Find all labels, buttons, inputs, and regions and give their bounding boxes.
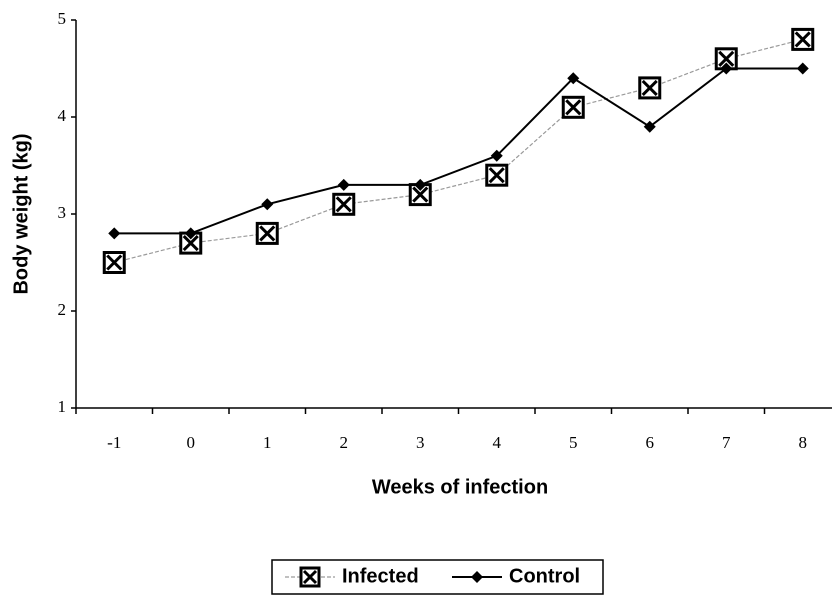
control-marker [643, 120, 656, 133]
x-tick-label: 6 [646, 433, 655, 452]
y-axis-label: Body weight (kg) [10, 133, 32, 294]
control-marker [261, 198, 274, 211]
legend-label: Control [509, 565, 580, 587]
x-tick-label: 0 [187, 433, 196, 452]
y-tick-label: 2 [58, 300, 67, 319]
x-tick-label: 3 [416, 433, 425, 452]
y-tick-label: 1 [58, 397, 67, 416]
x-tick-label: -1 [107, 433, 121, 452]
marker-x [182, 235, 199, 252]
marker-x [335, 196, 352, 213]
infected-marker [485, 163, 509, 187]
marker-x [259, 225, 276, 242]
control-marker [567, 72, 580, 85]
marker-x [565, 99, 582, 116]
x-tick-label: 5 [569, 433, 578, 452]
x-tick-label: 8 [799, 433, 808, 452]
infected-marker [255, 221, 279, 245]
y-tick-label: 4 [58, 106, 67, 125]
infected-marker [638, 76, 662, 100]
x-tick-label: 1 [263, 433, 272, 452]
marker-x [412, 186, 429, 203]
x-tick-label: 7 [722, 433, 731, 452]
marker-x [488, 167, 505, 184]
marker-x [718, 50, 735, 67]
control-marker [184, 227, 197, 240]
legend-label: Infected [342, 565, 419, 587]
series-line [114, 38, 803, 264]
infected-marker [102, 251, 126, 274]
x-axis-label: Weeks of infection [372, 476, 548, 498]
x-tick-label: 4 [493, 433, 502, 452]
control-marker [337, 178, 350, 191]
infected-marker [332, 192, 356, 216]
marker-x [641, 79, 658, 96]
legend-marker [299, 566, 321, 588]
y-tick-label: 5 [58, 9, 67, 28]
infected-marker [561, 95, 585, 119]
control-marker [796, 62, 809, 75]
marker-x [794, 31, 811, 48]
infected-marker [791, 27, 815, 51]
control-marker [720, 62, 733, 75]
series-line [114, 67, 803, 235]
marker-x [302, 569, 318, 585]
control-marker [108, 227, 121, 240]
y-tick-label: 3 [58, 203, 67, 222]
control-marker [490, 149, 503, 162]
marker-x [106, 254, 123, 271]
control-marker [414, 178, 427, 191]
legend-marker [471, 571, 483, 583]
x-tick-label: 2 [340, 433, 349, 452]
